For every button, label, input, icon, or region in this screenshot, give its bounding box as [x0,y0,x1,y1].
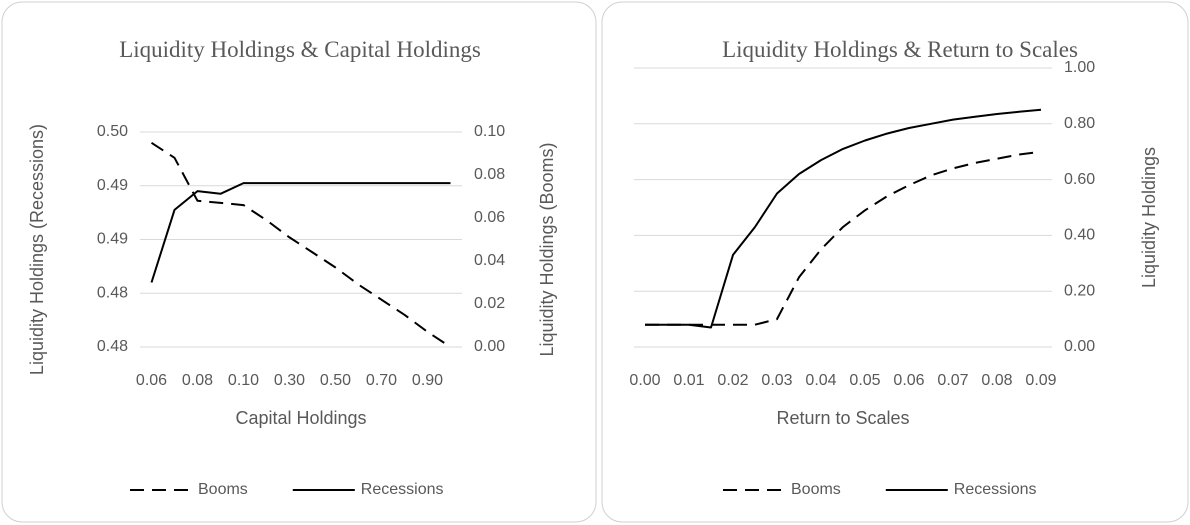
y-tick-label: 0.49 [97,177,128,194]
series-line [150,182,451,283]
x-tick-label: 0.50 [320,372,351,389]
legend-label: Booms [791,481,841,498]
y2-tick-label: 0.06 [474,209,505,226]
y-tick-label: 0.48 [97,284,128,301]
x-tick-label: 0.04 [805,372,836,389]
x-tick-label: 0.30 [274,372,305,389]
legend-label: Recessions [954,481,1037,498]
x-axis-title: Return to Scales [776,408,909,428]
legend-label: Booms [198,481,248,498]
series-line [150,141,452,348]
y-tick-label: 0.48 [97,338,128,355]
y-axis-title: Liquidity Holdings (Recessions) [27,124,47,375]
x-tick-label: 0.03 [761,372,792,389]
chart-frame [601,1,1189,523]
y-tick-label: 0.50 [97,123,128,140]
x-tick-label: 0.08 [182,372,213,389]
x-tick-label: 0.08 [981,372,1012,389]
y2-tick-label: 0.04 [474,252,505,269]
y2-tick-label: 0.00 [474,338,505,355]
x-tick-label: 0.00 [629,372,660,389]
chart-frame [1,1,597,523]
y2-axis-title: Liquidity Holdings [1139,147,1159,288]
y2-tick-label: 0.02 [474,295,505,312]
y2-tick-label: 0.40 [1064,227,1095,244]
y2-tick-label: 0.10 [474,123,505,140]
y2-tick-label: 0.60 [1064,171,1095,188]
x-tick-label: 0.70 [366,372,397,389]
x-tick-label: 0.09 [1025,372,1056,389]
x-tick-label: 0.06 [893,372,924,389]
y2-tick-label: 1.00 [1064,59,1095,76]
y2-tick-label: 0.08 [474,166,505,183]
x-tick-label: 0.01 [673,372,704,389]
x-tick-label: 0.90 [412,372,443,389]
legend-label: Recessions [361,481,444,498]
x-tick-label: 0.02 [717,372,748,389]
y2-tick-label: 0.80 [1064,115,1095,132]
x-tick-label: 0.06 [136,372,167,389]
y2-axis-title: Liquidity Holdings (Booms) [537,142,557,356]
y-tick-label: 0.49 [97,231,128,248]
y2-tick-label: 0.00 [1064,338,1095,355]
x-tick-label: 0.07 [937,372,968,389]
x-axis-title: Capital Holdings [235,408,366,428]
chart-title: Liquidity Holdings & Capital Holdings [119,37,481,62]
y2-tick-label: 0.20 [1064,282,1095,299]
series-line [645,108,1042,329]
x-tick-label: 0.10 [228,372,259,389]
chart-title: Liquidity Holdings & Return to Scales [722,37,1078,62]
series-line [645,150,1042,326]
x-tick-label: 0.05 [849,372,880,389]
